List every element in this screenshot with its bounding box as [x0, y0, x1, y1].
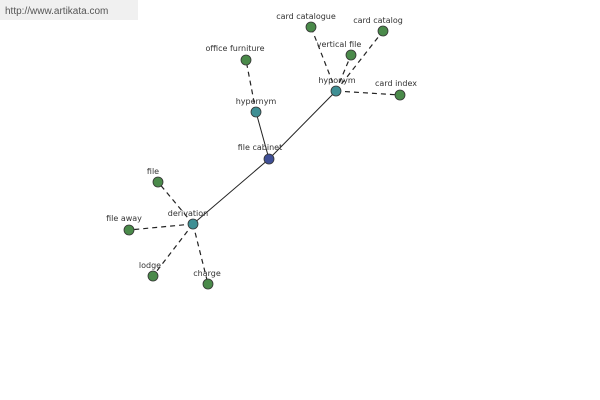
- node: [345, 49, 357, 61]
- node-label: card index: [375, 79, 417, 88]
- watermark: http://www.artikata.com: [5, 6, 108, 17]
- node: [305, 21, 317, 33]
- node: [263, 153, 275, 165]
- edge: [335, 30, 384, 92]
- node: [187, 218, 199, 230]
- node-label: card catalogue: [276, 12, 336, 21]
- edge: [152, 223, 194, 277]
- node: [377, 25, 389, 37]
- node-label: hyponym: [318, 76, 356, 85]
- node-label: derivation: [168, 209, 208, 218]
- node: [123, 224, 135, 236]
- node-label: charge: [193, 269, 221, 278]
- watermark-box: [0, 0, 138, 20]
- edge: [157, 181, 194, 225]
- nodes: [123, 21, 406, 290]
- node-label: vertical file: [317, 40, 362, 49]
- node-label: file: [147, 167, 159, 176]
- edge: [335, 54, 352, 92]
- node-label: file cabinet: [238, 143, 282, 152]
- edges: [128, 26, 401, 285]
- edge: [335, 90, 401, 96]
- node: [147, 270, 159, 282]
- node: [330, 85, 342, 97]
- node-label: file away: [106, 214, 142, 223]
- node-label: lodge: [139, 261, 161, 270]
- edge: [192, 158, 270, 225]
- edge: [268, 90, 337, 160]
- node: [250, 106, 262, 118]
- edge: [310, 26, 337, 92]
- node-label: card catalog: [353, 16, 403, 25]
- labels: file cabinet hypernym office furniture h…: [106, 12, 417, 278]
- node: [152, 176, 164, 188]
- node-label: office furniture: [205, 44, 264, 53]
- edge: [192, 223, 209, 285]
- edge: [255, 111, 270, 160]
- node: [240, 54, 252, 66]
- edge: [128, 223, 194, 231]
- node-label: hypernym: [236, 97, 277, 106]
- node: [202, 278, 214, 290]
- node: [394, 89, 406, 101]
